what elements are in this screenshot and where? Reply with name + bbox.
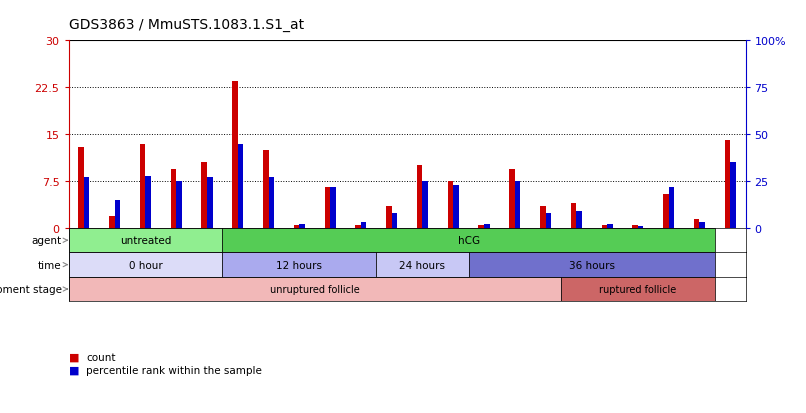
Bar [540,206,546,228]
Text: ■: ■ [69,365,79,375]
Bar [576,211,582,228]
Bar [638,227,643,228]
Text: hCG: hCG [458,236,480,246]
Text: agent: agent [31,236,68,246]
Bar [145,176,151,228]
Bar [561,277,715,301]
Text: GDS3863 / MmuSTS.1083.1.S1_at: GDS3863 / MmuSTS.1083.1.S1_at [69,18,304,32]
Bar [601,225,607,228]
Bar [69,253,222,277]
Bar [177,182,182,228]
Bar [299,225,305,228]
Bar [479,225,484,228]
Bar [571,204,576,228]
Bar [509,169,515,228]
Bar [69,277,561,301]
Bar [202,163,207,228]
Bar [114,200,120,228]
Bar [238,144,243,228]
Bar [447,182,453,228]
Bar [222,253,376,277]
Bar [484,225,489,228]
Text: development stage: development stage [0,284,68,294]
Text: time: time [38,260,68,270]
Bar [453,185,459,228]
Bar [515,182,521,228]
Bar [171,169,177,228]
Bar [232,82,238,228]
Bar [69,228,222,253]
Bar [222,228,715,253]
Text: ■: ■ [69,352,79,362]
Text: percentile rank within the sample: percentile rank within the sample [86,365,262,375]
Bar [386,206,392,228]
Text: ruptured follicle: ruptured follicle [599,284,676,294]
Bar [546,214,551,228]
Bar [293,225,299,228]
Bar [330,188,335,228]
Bar [207,178,213,228]
Bar [84,178,89,228]
Bar [725,141,730,228]
Bar [392,214,397,228]
Bar [417,166,422,228]
Bar [361,223,367,228]
Text: untreated: untreated [120,236,171,246]
Bar [669,188,674,228]
Text: 12 hours: 12 hours [276,260,322,270]
Bar [325,188,330,228]
Bar [730,163,736,228]
Bar [263,150,268,228]
Bar [607,225,613,228]
Bar [376,253,468,277]
Bar [78,147,84,228]
Text: 36 hours: 36 hours [569,260,615,270]
Text: count: count [86,352,116,362]
Bar [109,216,114,228]
Bar [468,253,715,277]
Bar [355,225,361,228]
Bar [663,194,669,228]
Bar [422,182,428,228]
Bar [268,178,274,228]
Bar [632,225,638,228]
Bar [700,223,705,228]
Text: 0 hour: 0 hour [129,260,162,270]
Text: unruptured follicle: unruptured follicle [270,284,359,294]
Bar [140,144,145,228]
Text: 24 hours: 24 hours [400,260,446,270]
Bar [694,219,700,228]
